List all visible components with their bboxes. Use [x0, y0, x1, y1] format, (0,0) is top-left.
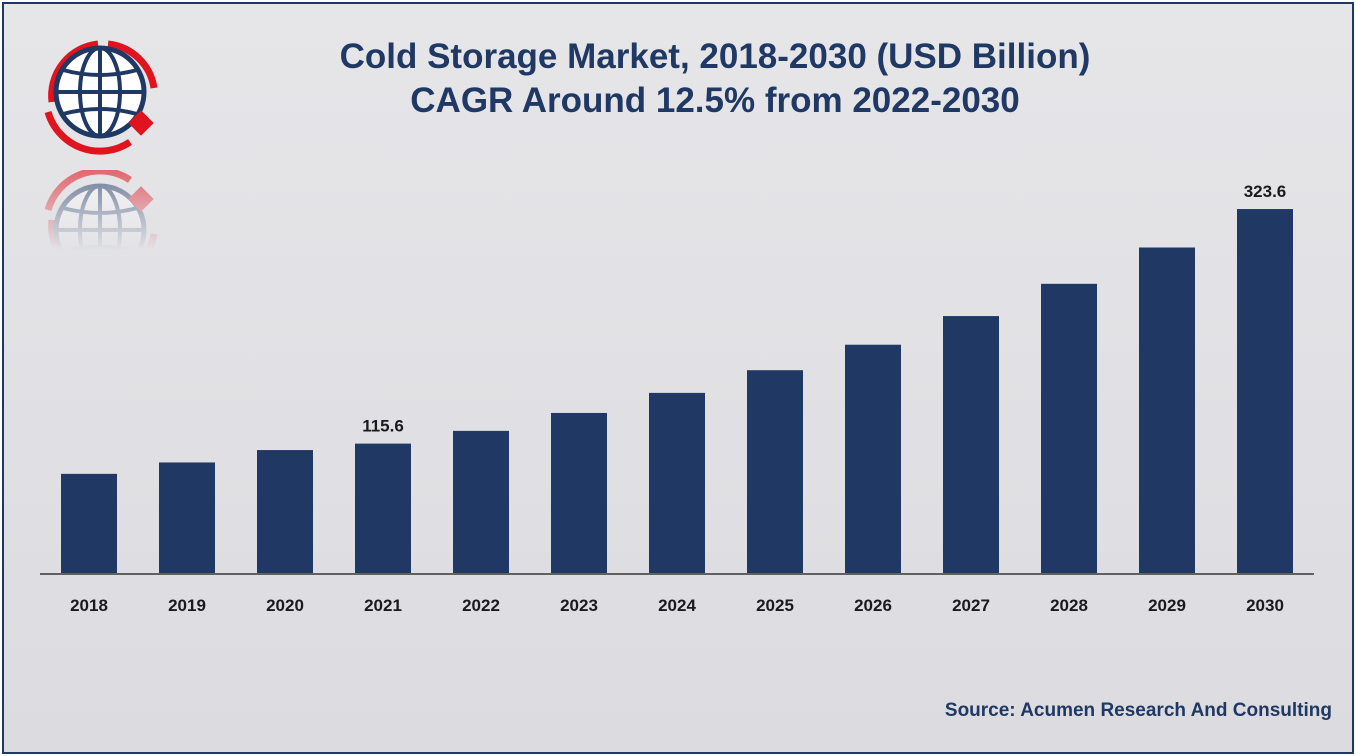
tick-label-2029: 2029	[1148, 596, 1186, 615]
bar-2026	[845, 344, 901, 574]
bar-2022	[453, 430, 509, 574]
tick-label-2025: 2025	[756, 596, 794, 615]
tick-label-2018: 2018	[70, 596, 108, 615]
bar-2021	[355, 443, 411, 574]
tick-label-2023: 2023	[560, 596, 598, 615]
bar-2018	[61, 473, 117, 574]
bar-2027	[943, 316, 999, 574]
bar-2029	[1139, 247, 1195, 574]
tick-label-2020: 2020	[266, 596, 304, 615]
bar-2025	[747, 370, 803, 574]
bar-2024	[649, 392, 705, 574]
data-label-2021: 115.6	[362, 417, 404, 436]
tick-label-2024: 2024	[658, 596, 696, 615]
source-note: Source: Acumen Research And Consulting	[944, 700, 1332, 721]
bar-2023	[551, 412, 607, 574]
bar-2019	[159, 462, 215, 574]
tick-label-2026: 2026	[854, 596, 892, 615]
data-labels-group: 115.6 323.6	[362, 182, 1286, 436]
tick-label-2019: 2019	[168, 596, 206, 615]
tick-labels-group: 2018 2019 2020 2021 2022 2023 2024 2025 2026 2027…	[70, 596, 1284, 615]
bar-2028	[1041, 283, 1097, 574]
tick-label-2027: 2027	[952, 596, 990, 615]
tick-label-2021: 2021	[364, 596, 402, 615]
bar-2030	[1237, 209, 1293, 574]
bar-2020	[257, 450, 313, 574]
data-label-2030: 323.6	[1244, 182, 1287, 201]
tick-label-2028: 2028	[1050, 596, 1088, 615]
chart-title: Cold Storage Market, 2018-2030 (USD Bill…	[339, 37, 1091, 76]
chart-subtitle: CAGR Around 12.5% from 2022-2030	[410, 81, 1020, 120]
bars-group	[61, 209, 1293, 574]
tick-label-2022: 2022	[462, 596, 500, 615]
tick-label-2030: 2030	[1246, 596, 1284, 615]
